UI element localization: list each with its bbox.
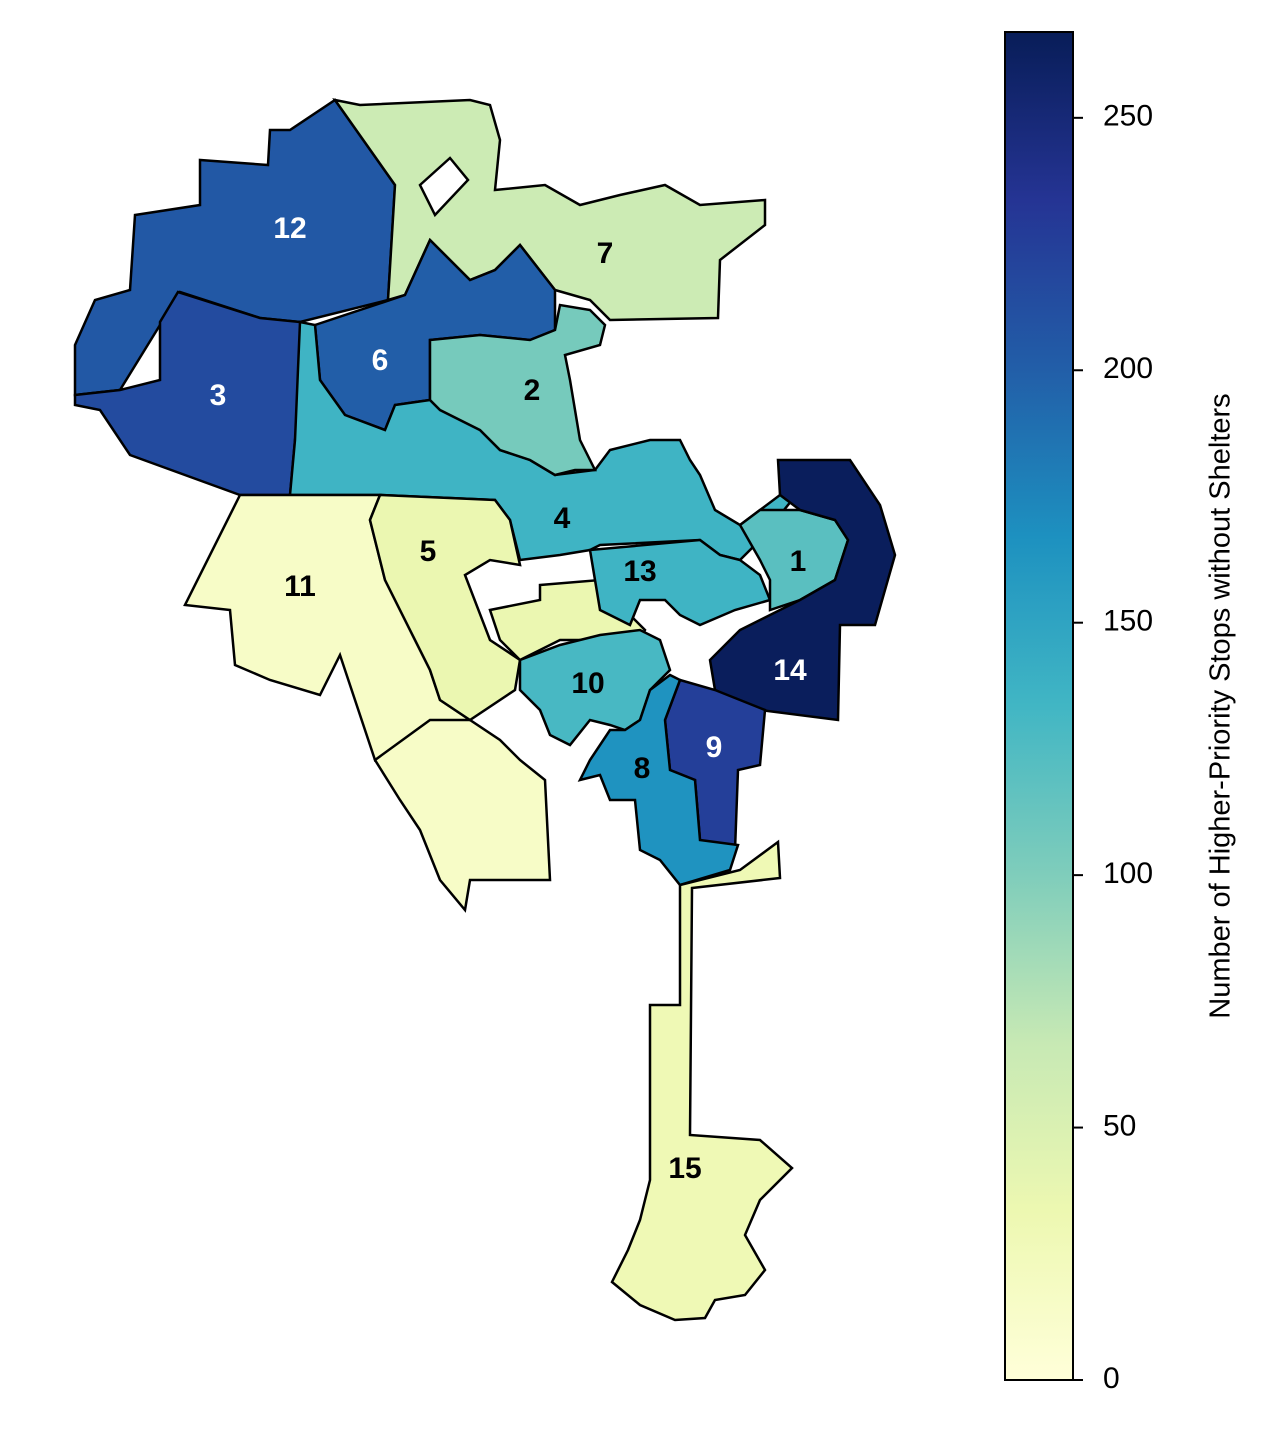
colorbar-tick-label: 0 [1103, 1362, 1120, 1395]
district-label: 13 [623, 555, 656, 588]
district-label: 9 [706, 731, 723, 764]
district-label: 7 [597, 237, 614, 270]
colorbar-label: Number of Higher-Priority Stops without … [1205, 393, 1237, 1018]
district-label: 11 [284, 570, 316, 603]
colorbar-tick-label: 250 [1103, 100, 1153, 133]
district [428, 303, 607, 477]
district-label: 12 [273, 212, 306, 245]
district [588, 538, 772, 627]
district-label: 2 [524, 374, 541, 407]
district-label: 10 [571, 667, 604, 700]
district-label: 15 [668, 1152, 701, 1185]
colorbar-tick-label: 200 [1103, 352, 1153, 385]
district-label: 3 [210, 379, 227, 412]
district-label: 4 [554, 502, 571, 535]
colorbar-tick-label: 100 [1103, 857, 1153, 890]
district-label: 8 [634, 752, 651, 785]
district-label: 14 [773, 654, 807, 687]
district [288, 320, 804, 562]
district-label: 6 [372, 344, 389, 377]
colorbar-tick-label: 50 [1103, 1109, 1136, 1142]
district [708, 458, 897, 722]
colorbar [1004, 31, 1074, 1381]
district [610, 839, 794, 1322]
colorbar-tick-label: 150 [1103, 605, 1153, 638]
district-label: 1 [790, 545, 807, 578]
district-label: 5 [420, 535, 437, 568]
